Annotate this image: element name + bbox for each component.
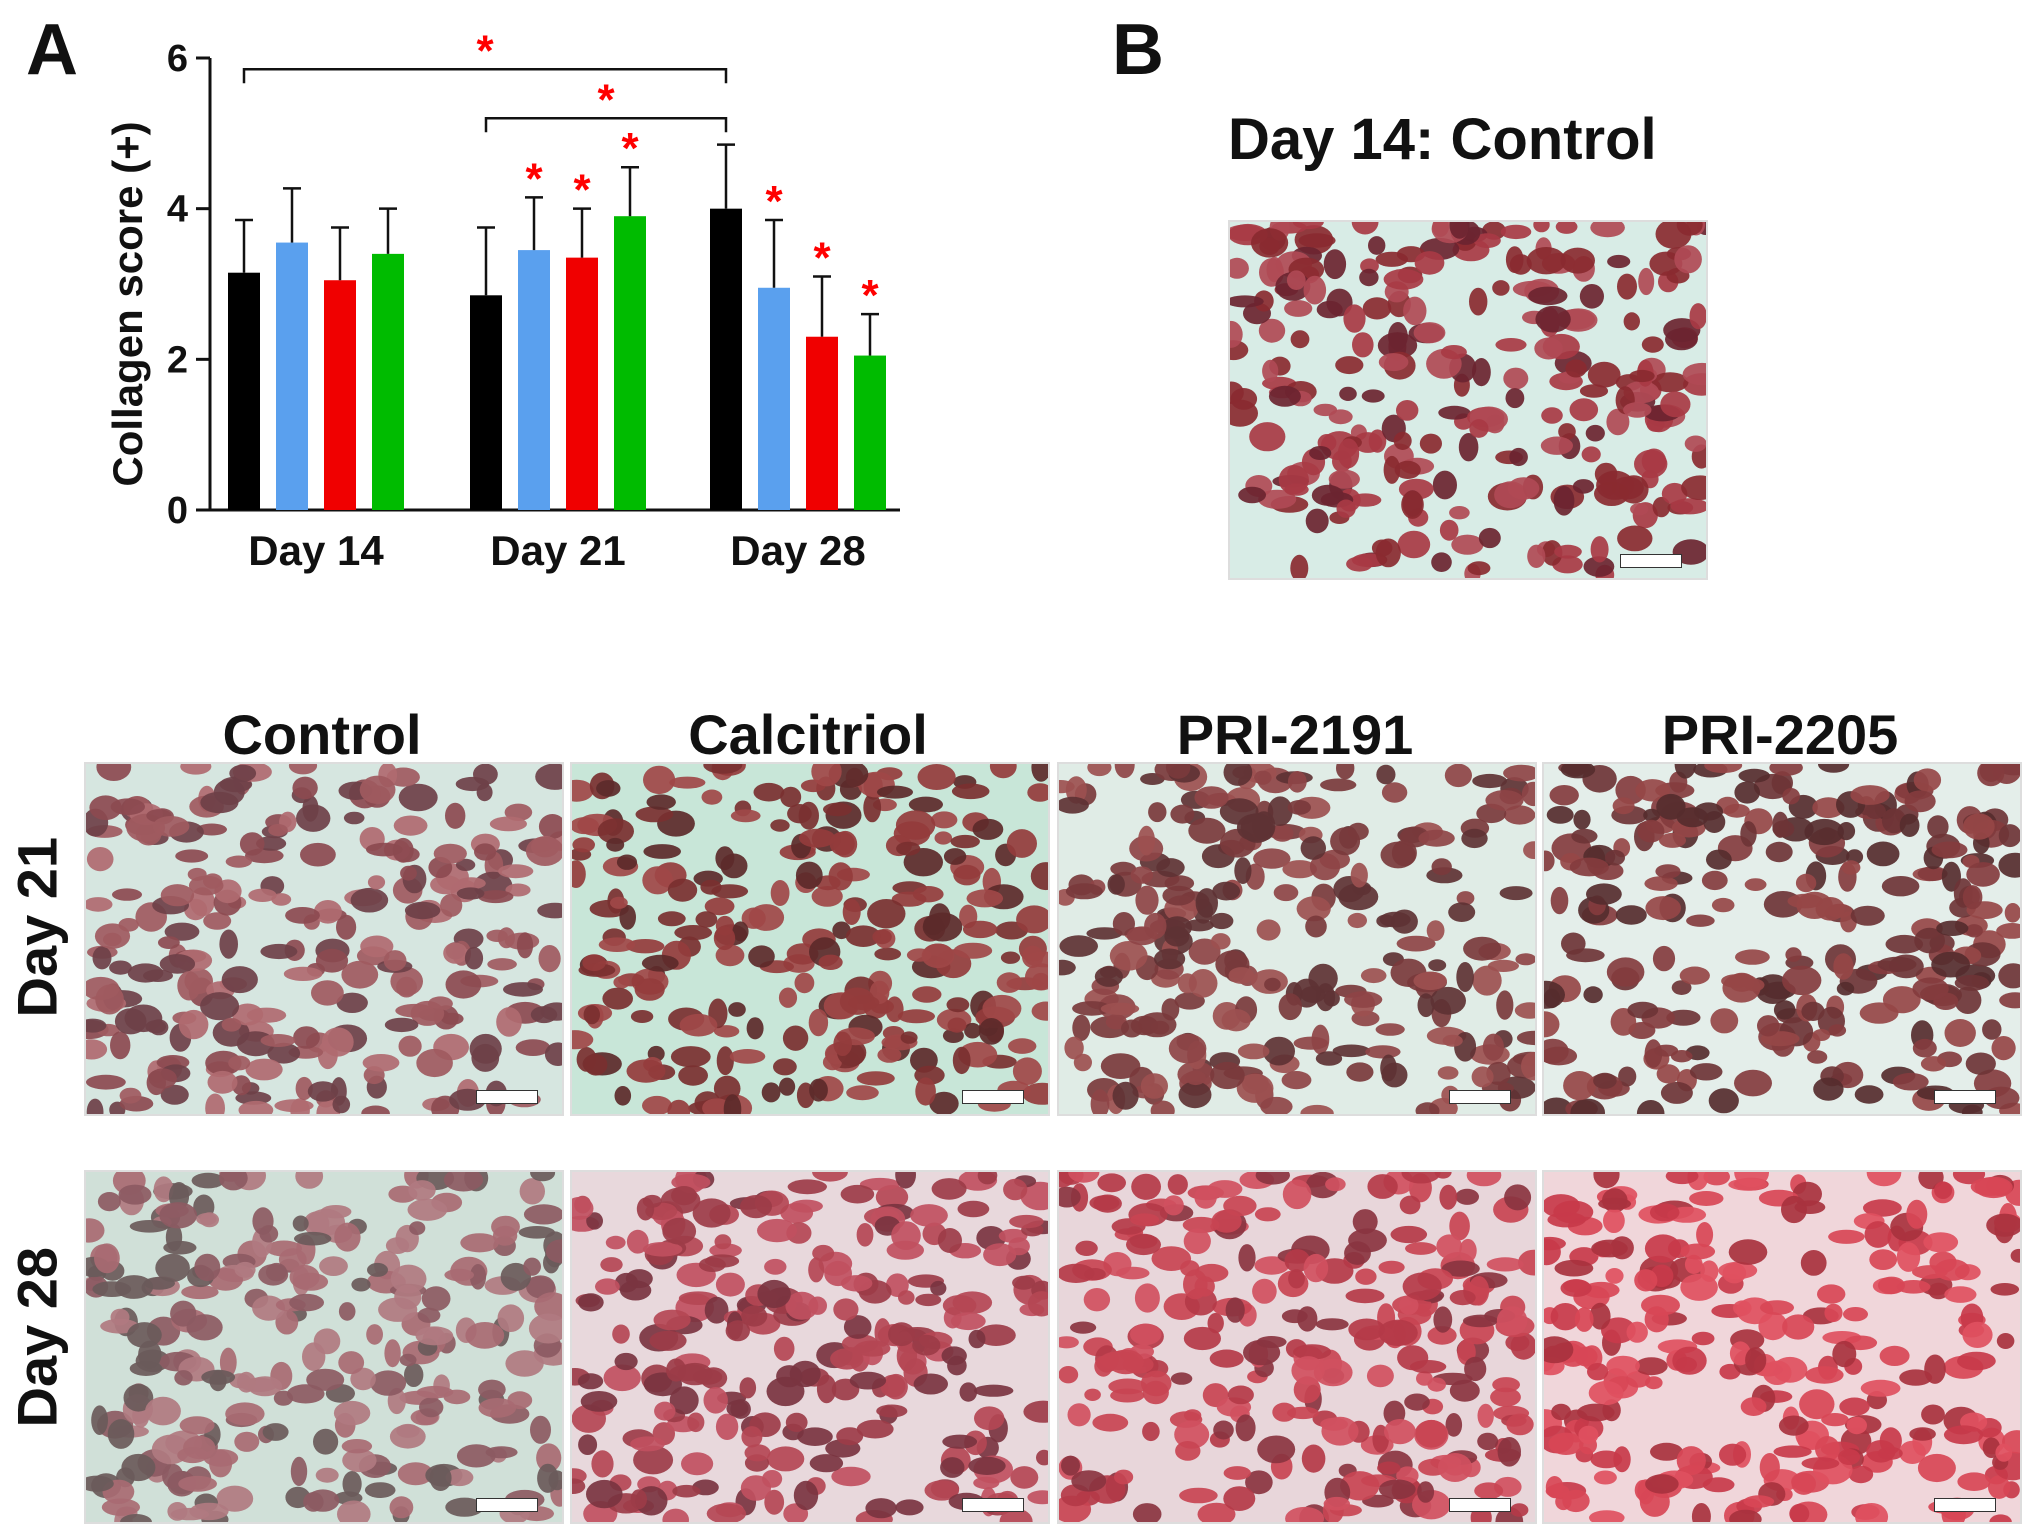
bar bbox=[614, 216, 646, 510]
y-axis-label: Collagen score (+) bbox=[104, 121, 151, 486]
tissue-texture bbox=[572, 764, 1048, 1114]
tissue-texture bbox=[1230, 222, 1706, 578]
significance-asterisk: * bbox=[597, 75, 615, 124]
significance-bracket bbox=[484, 117, 728, 133]
scale-bar bbox=[962, 1090, 1024, 1104]
scale-bar bbox=[476, 1090, 538, 1104]
micrograph-day14-control bbox=[1228, 220, 1708, 580]
scale-bar bbox=[1934, 1090, 1996, 1104]
bar bbox=[372, 253, 404, 510]
panel-b-letter: B bbox=[1112, 10, 1164, 90]
bar bbox=[470, 295, 502, 510]
tissue-texture bbox=[1059, 1172, 1535, 1522]
micrograph-day21-control bbox=[84, 762, 564, 1116]
tissue-texture bbox=[86, 1172, 562, 1522]
significance-asterisk: * bbox=[765, 177, 783, 226]
row-heading-day28: Day 28 bbox=[5, 1246, 69, 1428]
micrograph-day28-pri-2191 bbox=[1057, 1170, 1537, 1524]
x-tick-label: Day 14 bbox=[248, 527, 384, 574]
column-heading-pri-2191: PRI-2191 bbox=[1176, 703, 1414, 766]
tissue-texture bbox=[1544, 764, 2020, 1114]
x-tick-label: Day 21 bbox=[490, 527, 625, 574]
micrograph-day21-pri-2205 bbox=[1542, 762, 2022, 1116]
column-heading-calcitriol: Calcitriol bbox=[688, 703, 928, 766]
y-tick-label: 2 bbox=[167, 339, 188, 381]
bar bbox=[324, 280, 356, 510]
x-tick-label: Day 28 bbox=[730, 527, 865, 574]
significance-asterisk: * bbox=[573, 166, 591, 215]
y-tick-label: 0 bbox=[167, 490, 188, 532]
significance-asterisk: * bbox=[525, 154, 543, 203]
panel-a-letter: A bbox=[26, 10, 78, 90]
micrograph-day21-pri-2191 bbox=[1057, 762, 1537, 1116]
y-tick-label: 6 bbox=[167, 38, 188, 80]
micrograph-day28-calcitriol bbox=[570, 1170, 1050, 1524]
y-tick-label: 4 bbox=[167, 189, 188, 231]
tissue-texture bbox=[1544, 1172, 2020, 1522]
bar bbox=[806, 336, 838, 510]
significance-asterisk: * bbox=[861, 271, 879, 320]
tissue-texture bbox=[572, 1172, 1048, 1522]
scale-bar bbox=[1620, 554, 1682, 568]
bar bbox=[228, 272, 260, 510]
significance-asterisk: * bbox=[621, 124, 639, 173]
bar bbox=[276, 242, 308, 511]
scale-bar bbox=[1449, 1090, 1511, 1104]
micrograph-day28-pri-2205 bbox=[1542, 1170, 2022, 1524]
bar bbox=[758, 287, 790, 510]
panel-b-title: Day 14: Control bbox=[1228, 107, 1657, 172]
scale-bar bbox=[476, 1498, 538, 1512]
significance-asterisk: * bbox=[813, 233, 831, 282]
scale-bar bbox=[1449, 1498, 1511, 1512]
row-heading-day21: Day 21 bbox=[5, 836, 69, 1018]
significance-bracket bbox=[242, 68, 728, 84]
tissue-texture bbox=[1059, 764, 1535, 1114]
micrograph-day28-control bbox=[84, 1170, 564, 1524]
significance-asterisk: * bbox=[476, 26, 494, 75]
column-heading-control: Control bbox=[222, 703, 422, 766]
scale-bar bbox=[1934, 1498, 1996, 1512]
bar bbox=[518, 250, 550, 510]
bar bbox=[566, 257, 598, 510]
scale-bar bbox=[962, 1498, 1024, 1512]
bar bbox=[854, 355, 886, 510]
column-heading-pri-2205: PRI-2205 bbox=[1661, 703, 1899, 766]
bar bbox=[710, 208, 742, 510]
micrograph-day21-calcitriol bbox=[570, 762, 1050, 1116]
tissue-texture bbox=[86, 764, 562, 1114]
